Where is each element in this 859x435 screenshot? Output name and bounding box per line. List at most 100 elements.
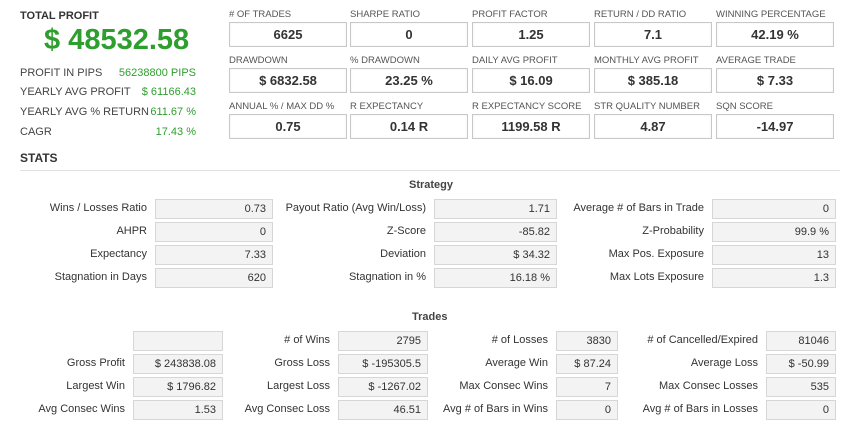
strategy-value-stagnation-in-days: 620 [155,268,273,288]
metric-drawdown: DRAWDOWN $ 6832.58 [229,55,347,93]
trades-value-largest-win: $ 1796.82 [133,377,223,397]
strategy-label-z-score: Z-Score [386,225,426,237]
strategy-value-average-of-bars-in-trade: 0 [712,199,836,219]
strategy-value-max-lots-exposure: 1.3 [712,268,836,288]
summary-value: 17.43 % [155,126,196,138]
strategy-value-expectancy: 7.33 [155,245,273,265]
trades-label-max-consec-wins: Max Consec Wins [459,380,548,392]
total-profit-value: $ 48532.58 [44,24,190,56]
trades-value-avg-consec-wins: 1.53 [133,400,223,420]
strategy-value-z-score: -85.82 [434,222,557,242]
trades-label-gross-loss: Gross Loss [274,357,330,369]
strategy-value-stagnation-in: 16.18 % [434,268,557,288]
trades-value-avg-of-bars-in-losses: 0 [766,400,836,420]
strategy-value-max-pos-exposure: 13 [712,245,836,265]
metric-label: PROFIT FACTOR [472,9,548,20]
metric-label: % DRAWDOWN [350,55,420,66]
stats-title: STATS [20,151,58,165]
trades-label-max-consec-losses: Max Consec Losses [658,380,758,392]
metric-value: $ 6832.58 [229,68,347,93]
metric-average-trade: AVERAGE TRADE $ 7.33 [716,55,834,93]
metric-value: 1199.58 R [472,114,590,139]
metric-drawdown: % DRAWDOWN 23.25 % [350,55,468,93]
strategy-label-payout-ratio-avg-win-loss: Payout Ratio (Avg Win/Loss) [285,202,426,214]
metric-r-expectancy-score: R EXPECTANCY SCORE 1199.58 R [472,101,590,139]
metric-label: # OF TRADES [229,9,292,20]
metric-value: -14.97 [716,114,834,139]
strategy-label-max-lots-exposure: Max Lots Exposure [609,271,704,283]
summary-label: PROFIT IN PIPS [20,67,103,79]
metric-profit-factor: PROFIT FACTOR 1.25 [472,9,590,47]
strategy-value-z-probability: 99.9 % [712,222,836,242]
trades-label-avg-of-bars-in-wins: Avg # of Bars in Wins [443,403,548,415]
stats-divider [20,170,840,171]
metric-label: R EXPECTANCY SCORE [472,101,582,112]
metric-value: 4.87 [594,114,712,139]
trades-value-avg-consec-loss: 46.51 [338,400,428,420]
trades-value-average-win: $ 87.24 [556,354,618,374]
trades-label-avg-of-bars-in-losses: Avg # of Bars in Losses [642,403,758,415]
strategy-label-average-of-bars-in-trade: Average # of Bars in Trade [573,202,704,214]
metric-value: 0 [350,22,468,47]
summary-row-cagr: CAGR 17.43 % [20,126,196,138]
strategy-section-title: Strategy [409,179,454,191]
strategy-label-z-probability: Z-Probability [642,225,704,237]
metric-value: 0.75 [229,114,347,139]
metric-label: SHARPE RATIO [350,9,421,20]
strategy-label-stagnation-in-days: Stagnation in Days [54,271,147,283]
trades-section-title: Trades [412,311,448,323]
metric-label: R EXPECTANCY [350,101,424,112]
trades-value-avg-of-bars-in-wins: 0 [556,400,618,420]
trades-value-max-consec-wins: 7 [556,377,618,397]
trades-label-avg-consec-loss: Avg Consec Loss [244,403,330,415]
strategy-value-deviation: $ 34.32 [434,245,557,265]
metric-value: $ 16.09 [472,68,590,93]
metric-label: STR QUALITY NUMBER [594,101,700,112]
trades-label-average-loss: Average Loss [690,357,758,369]
metric-of-trades: # OF TRADES 6625 [229,9,347,47]
metric-value: 6625 [229,22,347,47]
summary-value: 56238800 PIPS [118,67,196,79]
trades-label-avg-consec-wins: Avg Consec Wins [38,403,125,415]
strategy-value-wins-losses-ratio: 0.73 [155,199,273,219]
summary-row-profit-in-pips: PROFIT IN PIPS 56238800 PIPS [20,67,196,79]
metric-label: WINNING PERCENTAGE [716,9,826,20]
metric-value: 0.14 R [350,114,468,139]
metric-annual-max-dd: ANNUAL % / MAX DD % 0.75 [229,101,347,139]
trades-value-largest-loss: $ -1267.02 [338,377,428,397]
metric-value: 1.25 [472,22,590,47]
trades-value-of-cancelled-expired: 81046 [766,331,836,351]
strategy-value-payout-ratio-avg-win-loss: 1.71 [434,199,557,219]
metric-label: ANNUAL % / MAX DD % [229,101,335,112]
metric-str-quality-number: STR QUALITY NUMBER 4.87 [594,101,712,139]
summary-label: CAGR [20,126,52,138]
metric-value: 23.25 % [350,68,468,93]
strategy-value-ahpr: 0 [155,222,273,242]
metric-value: 42.19 % [716,22,834,47]
summary-value: $ 61166.43 [141,86,196,98]
trades-label-of-losses: # of Losses [491,334,548,346]
strategy-label-wins-losses-ratio: Wins / Losses Ratio [49,202,147,214]
summary-row-yearly-avg-profit: YEARLY AVG PROFIT $ 61166.43 [20,86,196,98]
metric-label: MONTHLY AVG PROFIT [594,55,699,66]
trades-value-of-wins: 2795 [338,331,428,351]
summary-label: YEARLY AVG % RETURN [20,106,149,118]
trades-label-of-cancelled-expired: # of Cancelled/Expired [647,334,758,346]
trades-label-largest-loss: Largest Loss [267,380,330,392]
trades-label-average-win: Average Win [485,357,548,369]
trades-value-max-consec-losses: 535 [766,377,836,397]
metric-value: $ 7.33 [716,68,834,93]
trades-label-of-wins: # of Wins [284,334,330,346]
metric-label: SQN SCORE [716,101,774,112]
summary-label: YEARLY AVG PROFIT [20,86,131,98]
summary-value: 611.67 % [150,106,196,118]
trades-value-gross-profit: $ 243838.08 [133,354,223,374]
total-profit-label: TOTAL PROFIT [20,10,99,22]
metric-label: DRAWDOWN [229,55,288,66]
metric-monthly-avg-profit: MONTHLY AVG PROFIT $ 385.18 [594,55,712,93]
strategy-label-ahpr: AHPR [116,225,147,237]
metric-return-dd-ratio: RETURN / DD RATIO 7.1 [594,9,712,47]
strategy-label-expectancy: Expectancy [90,248,147,260]
trades-label-largest-win: Largest Win [66,380,125,392]
trades-value-of-losses: 3830 [556,331,618,351]
